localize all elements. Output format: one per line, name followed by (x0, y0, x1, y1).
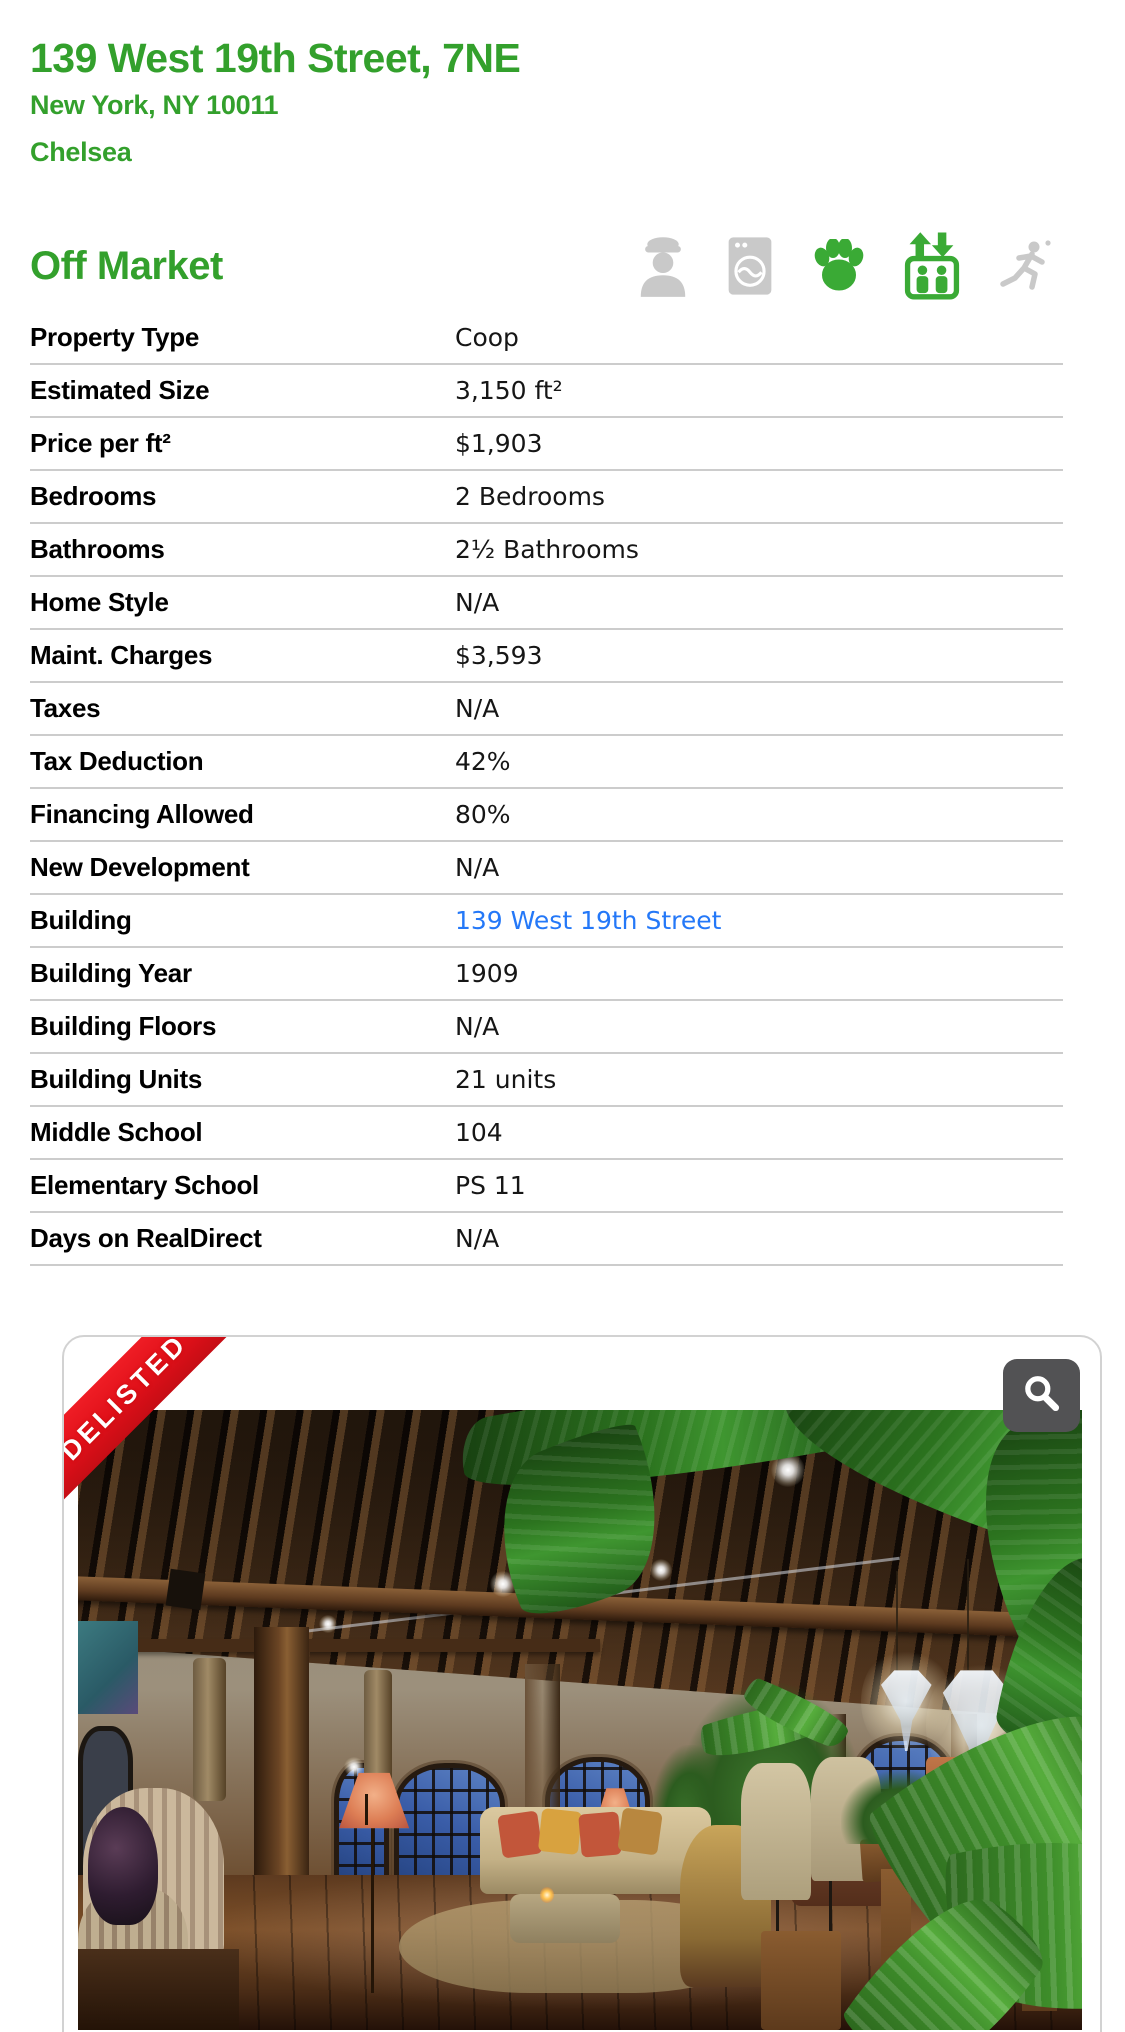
photo-pillow (578, 1811, 622, 1859)
photo-decor-urn (88, 1806, 159, 1925)
row-label: Elementary School (30, 1170, 259, 1200)
photo-pillow (496, 1810, 543, 1859)
row-label: Bathrooms (30, 534, 165, 564)
row-value: N/A (455, 1012, 500, 1041)
row-label: Maint. Charges (30, 640, 213, 670)
table-row: Bathrooms 2½ Bathrooms (30, 524, 1063, 577)
photo-card: DELISTED (62, 1335, 1102, 2032)
table-row: Taxes N/A (30, 683, 1063, 736)
photo-chandelier-chain (896, 1571, 899, 1677)
property-details-table: Property Type Coop Estimated Size 3,150 ft… (30, 312, 1063, 1266)
row-value: $3,593 (455, 641, 543, 670)
table-row: Building Year 1909 (30, 948, 1063, 1001)
row-value: Coop (455, 323, 519, 352)
table-row: Home Style N/A (30, 577, 1063, 630)
row-value: 2½ Bathrooms (455, 535, 639, 564)
row-label: Property Type (30, 322, 199, 352)
table-row: Elementary School PS 11 (30, 1160, 1063, 1213)
row-label: Home Style (30, 587, 169, 617)
table-row: Days on RealDirect N/A (30, 1213, 1063, 1266)
washer-icon (725, 236, 775, 296)
photo-floor-lamp-pole (371, 1819, 375, 1993)
row-value: 3,150 ft² (455, 376, 563, 405)
row-label: Building Floors (30, 1011, 217, 1041)
photo-stool (760, 1930, 842, 2030)
table-row: Middle School 104 (30, 1107, 1063, 1160)
elevator-icon (903, 232, 961, 300)
photo-column (193, 1658, 226, 1801)
table-row: Building Floors N/A (30, 1001, 1063, 1054)
row-value: N/A (455, 694, 500, 723)
table-row: Bedrooms 2 Bedrooms (30, 471, 1063, 524)
row-label: Tax Deduction (30, 746, 204, 776)
table-row: Property Type Coop (30, 312, 1063, 365)
table-row: Estimated Size 3,150 ft² (30, 365, 1063, 418)
building-link[interactable]: 139 West 19th Street (455, 906, 722, 935)
photo-light (650, 1558, 673, 1581)
row-label: Building Units (30, 1064, 202, 1094)
photo-sconce (344, 1757, 365, 1778)
doorman-icon (637, 235, 689, 297)
row-value: N/A (455, 1224, 500, 1253)
row-label: Taxes (30, 693, 101, 723)
table-row: Building Units 21 units (30, 1054, 1063, 1107)
table-row: Building 139 West 19th Street (30, 895, 1063, 948)
photo-dining-chair (740, 1763, 811, 1900)
row-value: 42% (455, 747, 511, 776)
photo-candle (539, 1887, 554, 1904)
photo-ottoman (509, 1893, 621, 1944)
row-value: $1,903 (455, 429, 543, 458)
table-row: Maint. Charges $3,593 (30, 630, 1063, 683)
photo-artwork (78, 1620, 139, 1714)
row-label: Middle School (30, 1117, 203, 1147)
row-label: Price per ft² (30, 428, 171, 458)
row-value: N/A (455, 588, 500, 617)
row-label: Financing Allowed (30, 799, 254, 829)
table-row: Price per ft² $1,903 (30, 418, 1063, 471)
row-value: 80% (455, 800, 511, 829)
table-row: Financing Allowed 80% (30, 789, 1063, 842)
row-value: N/A (455, 853, 500, 882)
row-label: Days on RealDirect (30, 1223, 262, 1253)
runner-icon (997, 237, 1053, 295)
table-row: Tax Deduction 42% (30, 736, 1063, 789)
row-label: Building (30, 905, 132, 935)
amenity-icons (637, 232, 1053, 300)
listing-header: 139 West 19th Street, 7NE New York, NY 1… (30, 34, 1050, 176)
row-value: 104 (455, 1118, 503, 1147)
status-row: Off Market (30, 230, 1053, 302)
photo-pillow (617, 1807, 664, 1856)
photo-cabinet (78, 1949, 239, 2030)
neighborhood: Chelsea (30, 137, 132, 167)
photo-zoom-button[interactable] (1003, 1359, 1080, 1432)
photo-light (318, 1614, 337, 1633)
row-value: 21 units (455, 1065, 557, 1094)
row-value: PS 11 (455, 1171, 526, 1200)
paw-icon (811, 239, 867, 293)
photo-pillow (537, 1807, 583, 1856)
photo-speaker (165, 1568, 206, 1611)
photo-ledge (78, 1639, 601, 1653)
row-value: 139 West 19th Street (455, 906, 1063, 935)
photo-candle-stand (365, 1794, 369, 1826)
table-row: New Development N/A (30, 842, 1063, 895)
listing-photo[interactable] (78, 1410, 1082, 2030)
row-value: 1909 (455, 959, 519, 988)
magnifier-icon (1021, 1373, 1063, 1418)
address-line: New York, NY 10011 (30, 90, 279, 120)
photo-chandelier-chain (966, 1558, 969, 1671)
row-value: 2 Bedrooms (455, 482, 605, 511)
page-title: 139 West 19th Street, 7NE (30, 35, 521, 81)
row-label: Bedrooms (30, 481, 157, 511)
row-label: Building Year (30, 958, 192, 988)
listing-status: Off Market (30, 243, 223, 288)
row-label: Estimated Size (30, 375, 210, 405)
row-label: New Development (30, 852, 250, 882)
